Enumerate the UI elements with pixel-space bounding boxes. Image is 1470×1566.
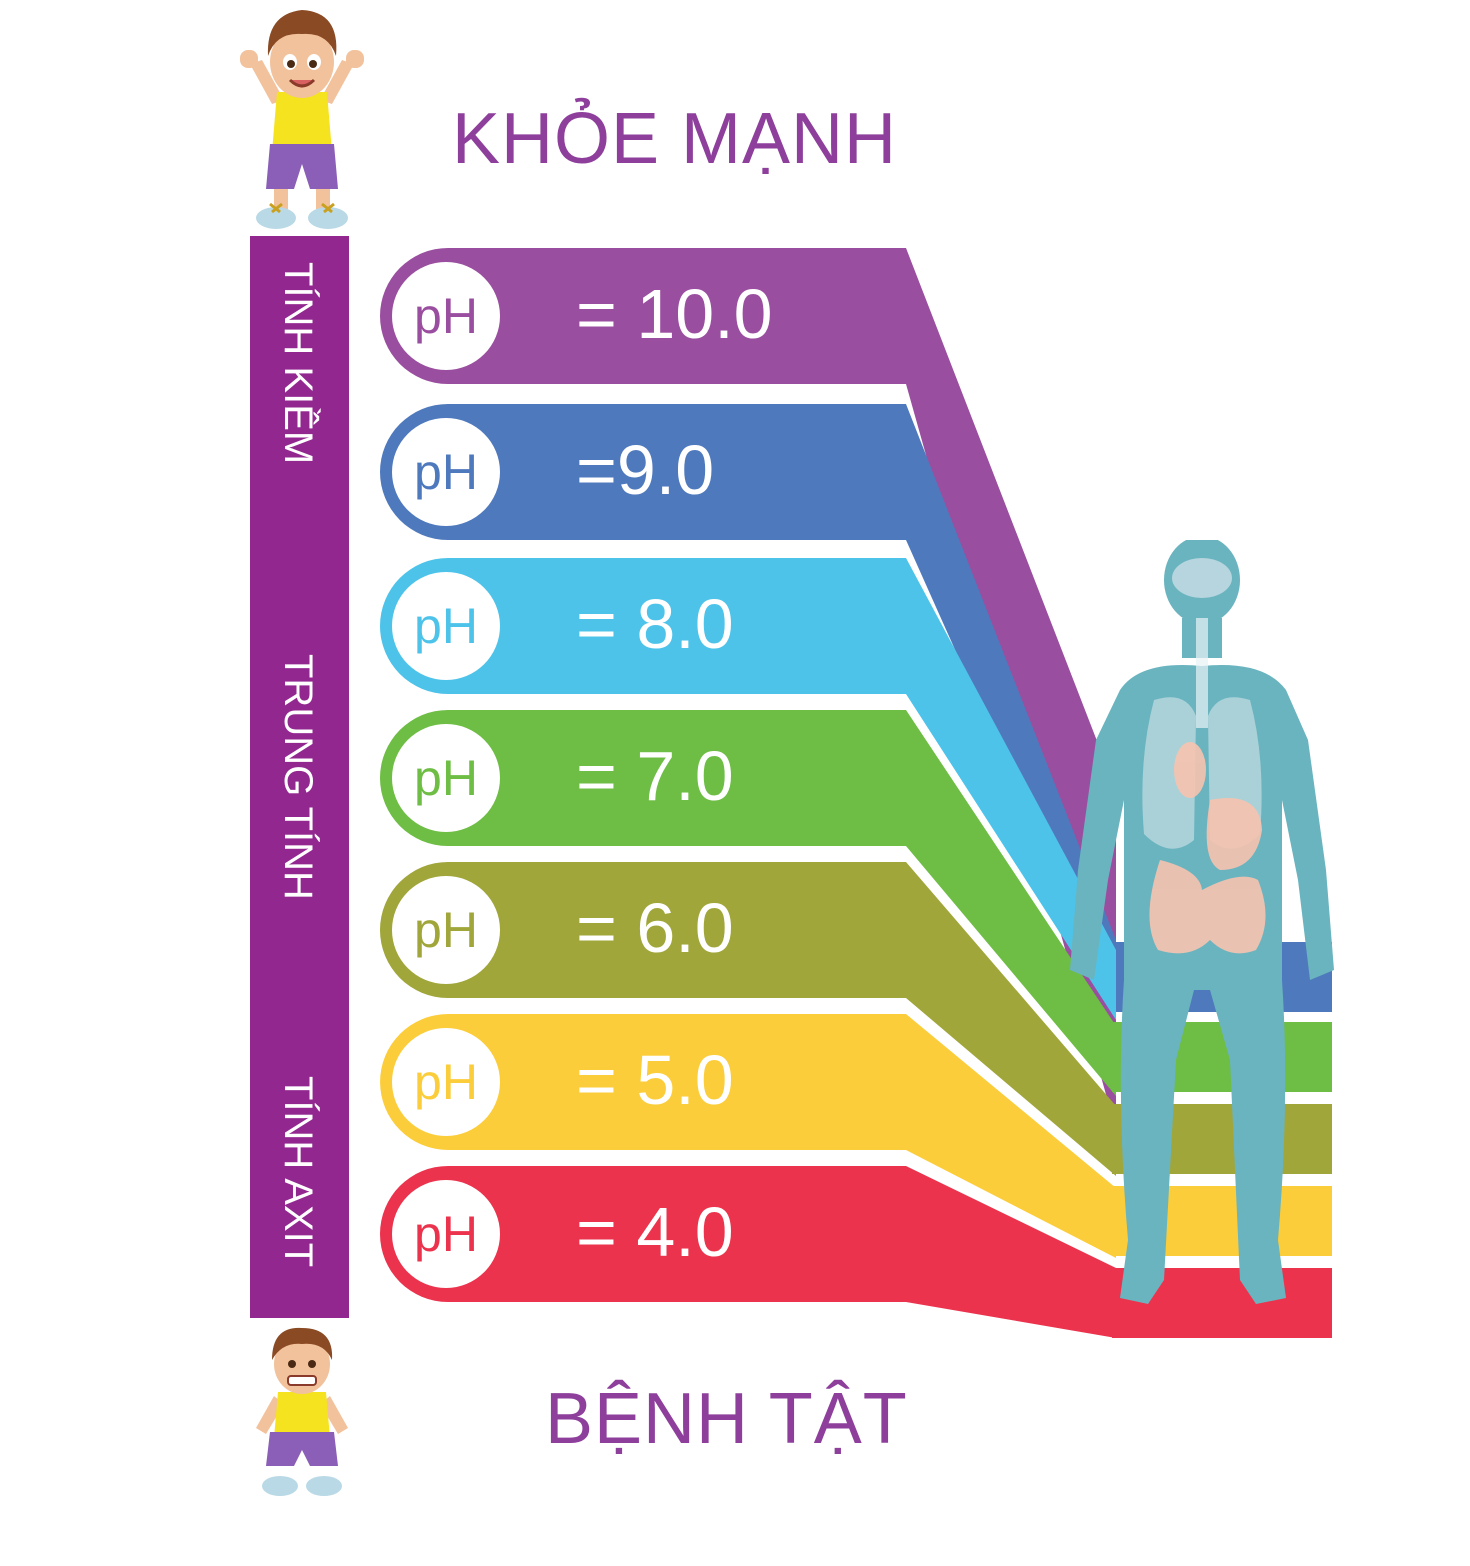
sick-kid-icon [256, 1327, 348, 1496]
ph-circle: pH [392, 724, 500, 832]
ph-band-0 [380, 248, 1116, 1130]
ph-circle: pH [392, 1180, 500, 1288]
ph-band-5 [380, 1014, 1116, 1258]
ph-band-4 [380, 862, 1116, 1176]
ph-value: = 8.0 [576, 585, 734, 663]
sick-heading: BỆNH TẬT [545, 1379, 908, 1459]
ph-scale-bar [250, 236, 349, 1318]
ph-band-3 [380, 710, 1116, 1096]
human-body-icon [1070, 540, 1334, 1304]
ph-circle: pH [392, 418, 500, 526]
healthy-heading: KHỎE MẠNH [452, 99, 898, 179]
ph-value: = 7.0 [576, 737, 734, 815]
ph-band-1 [380, 404, 1116, 1010]
ph-value: = 4.0 [576, 1193, 734, 1271]
ph-circle: pH [392, 262, 500, 370]
ph-value: =9.0 [576, 431, 715, 509]
ph-band-6 [380, 1166, 1116, 1338]
ph-circle: pH [392, 572, 500, 680]
happy-kid-icon [240, 10, 364, 229]
ph-value: = 10.0 [576, 275, 773, 353]
ph-circle: pH [392, 1028, 500, 1136]
ph-circle: pH [392, 876, 500, 984]
ph-band-2 [380, 558, 1116, 1020]
ph-value: = 6.0 [576, 889, 734, 967]
ph-value: = 5.0 [576, 1041, 734, 1119]
